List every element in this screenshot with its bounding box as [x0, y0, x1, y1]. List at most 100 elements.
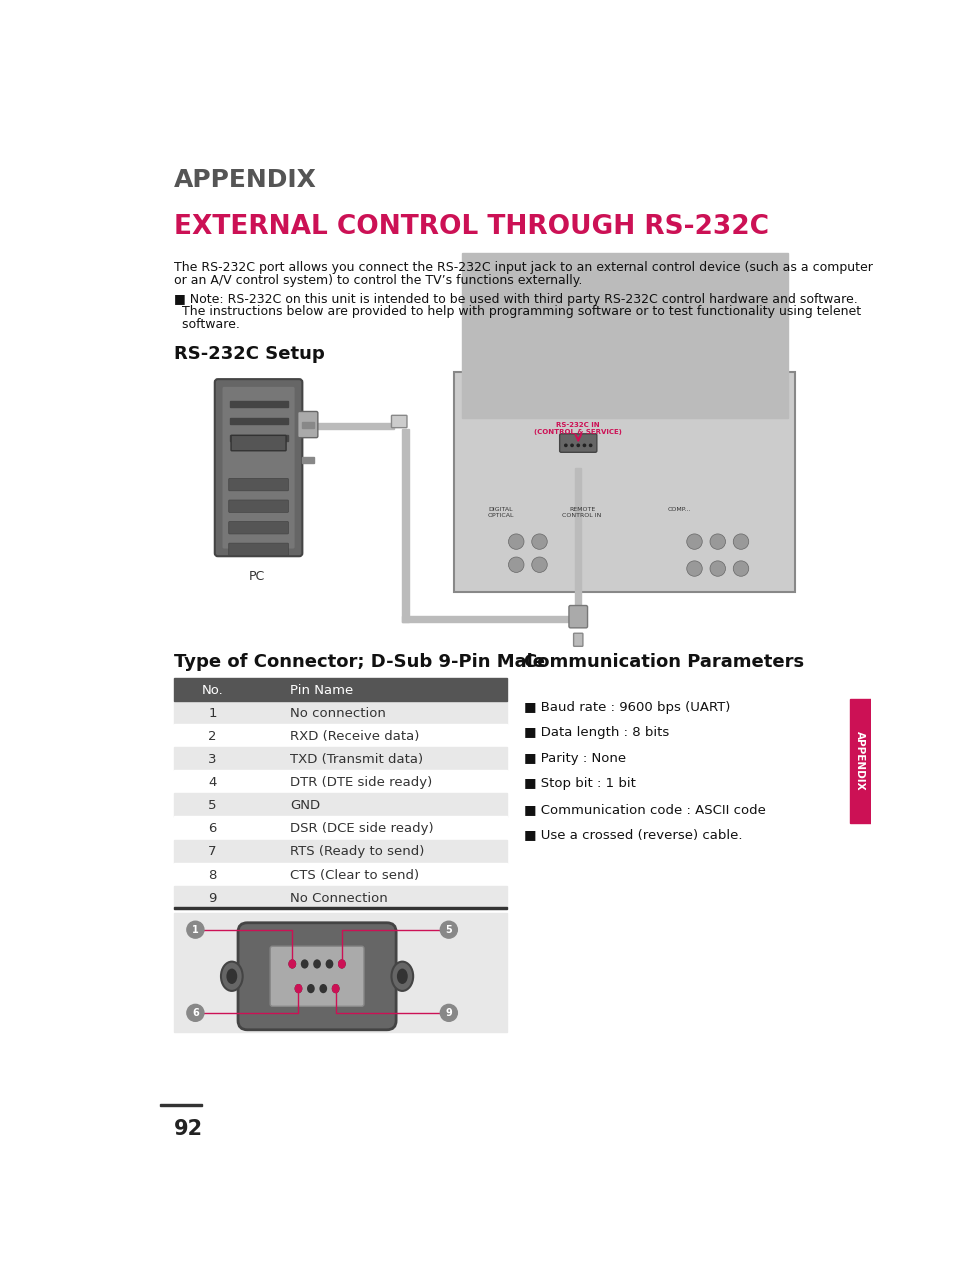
Circle shape	[531, 558, 547, 573]
Bar	[575, 467, 582, 607]
Bar	[173, 747, 507, 770]
Text: CTS (Clear to send): CTS (Clear to send)	[290, 868, 419, 881]
Text: DSR (DCE side ready): DSR (DCE side ready)	[290, 822, 434, 835]
FancyBboxPatch shape	[228, 522, 288, 533]
Circle shape	[590, 444, 591, 447]
Bar	[173, 701, 507, 724]
Circle shape	[733, 533, 749, 550]
FancyBboxPatch shape	[228, 544, 288, 555]
Text: APPENDIX: APPENDIX	[173, 168, 317, 192]
Bar	[160, 1105, 202, 1106]
Text: 1: 1	[208, 707, 217, 719]
Ellipse shape	[325, 960, 333, 969]
Text: 9: 9	[445, 1008, 452, 1018]
Bar	[462, 253, 788, 419]
Circle shape	[710, 561, 725, 577]
Bar	[173, 816, 507, 840]
Text: 7: 7	[208, 845, 217, 858]
Text: 1: 1	[192, 924, 198, 934]
Circle shape	[710, 533, 725, 550]
Bar	[173, 793, 507, 816]
Bar	[850, 699, 871, 822]
Circle shape	[187, 1004, 204, 1021]
Ellipse shape	[288, 960, 296, 969]
Text: 5: 5	[208, 799, 217, 812]
Text: ■ Parity : None: ■ Parity : None	[524, 752, 626, 765]
Bar	[229, 434, 287, 440]
Text: ■ Data length : 8 bits: ■ Data length : 8 bits	[524, 727, 669, 740]
Text: PC: PC	[249, 570, 265, 583]
Circle shape	[733, 561, 749, 577]
Bar	[403, 616, 578, 622]
FancyBboxPatch shape	[560, 434, 597, 452]
Ellipse shape	[332, 984, 340, 993]
Ellipse shape	[338, 960, 346, 969]
Circle shape	[187, 922, 204, 938]
Circle shape	[577, 444, 580, 447]
FancyBboxPatch shape	[391, 415, 407, 428]
Circle shape	[584, 444, 586, 447]
Text: 92: 92	[173, 1119, 203, 1139]
Circle shape	[686, 533, 702, 550]
Ellipse shape	[332, 984, 340, 993]
Ellipse shape	[397, 969, 408, 984]
FancyBboxPatch shape	[228, 500, 288, 512]
Text: No Connection: No Connection	[290, 891, 388, 905]
Text: The instructions below are provided to help with programming software or to test: The instructions below are provided to h…	[173, 306, 861, 318]
FancyBboxPatch shape	[223, 387, 294, 549]
Text: ■ Stop bit : 1 bit: ■ Stop bit : 1 bit	[524, 778, 636, 791]
Text: 5: 5	[445, 924, 452, 934]
Text: 8: 8	[208, 868, 217, 881]
Bar	[403, 429, 408, 622]
Ellipse shape	[301, 960, 309, 969]
Circle shape	[571, 444, 573, 447]
Text: ■ Use a crossed (reverse) cable.: ■ Use a crossed (reverse) cable.	[524, 827, 742, 841]
Bar	[229, 418, 287, 424]
Text: RTS (Ready to send): RTS (Ready to send)	[290, 845, 424, 858]
Text: ■ Baud rate : 9600 bps (UART): ■ Baud rate : 9600 bps (UART)	[524, 701, 731, 714]
Bar	[173, 770, 507, 793]
Text: 6: 6	[208, 822, 217, 835]
Text: Communication Parameters: Communication Parameters	[524, 653, 804, 671]
Text: APPENDIX: APPENDIX	[855, 731, 864, 791]
Ellipse shape	[391, 961, 413, 990]
Circle shape	[564, 444, 567, 447]
Circle shape	[508, 558, 524, 573]
Ellipse shape	[319, 984, 327, 993]
Text: 9: 9	[208, 891, 217, 905]
Bar	[173, 913, 507, 1032]
Text: RS-232C Setup: RS-232C Setup	[173, 345, 324, 363]
Text: No.: No.	[201, 684, 224, 696]
Text: DTR (DTE side ready): DTR (DTE side ready)	[290, 777, 432, 789]
Text: EXTERNAL CONTROL THROUGH RS-232C: EXTERNAL CONTROL THROUGH RS-232C	[173, 214, 769, 241]
Text: ■ Communication code : ASCII code: ■ Communication code : ASCII code	[524, 803, 766, 816]
Text: No connection: No connection	[290, 707, 386, 719]
Bar	[302, 457, 314, 463]
Ellipse shape	[307, 984, 315, 993]
Bar	[229, 401, 287, 407]
Text: 3: 3	[208, 754, 217, 766]
Bar	[302, 423, 314, 429]
Bar	[317, 423, 394, 429]
Text: RS-232C IN
(CONTROL & SERVICE): RS-232C IN (CONTROL & SERVICE)	[534, 423, 622, 435]
Bar	[173, 724, 507, 747]
Circle shape	[531, 533, 547, 550]
Bar	[173, 840, 507, 863]
Text: RXD (Receive data): RXD (Receive data)	[290, 729, 419, 743]
Text: Type of Connector; D-Sub 9-Pin Male: Type of Connector; D-Sub 9-Pin Male	[173, 653, 545, 671]
Text: 6: 6	[192, 1008, 198, 1018]
Circle shape	[686, 561, 702, 577]
FancyBboxPatch shape	[454, 372, 796, 592]
Bar	[173, 679, 507, 701]
Text: The RS-232C port allows you connect the RS-232C input jack to an external contro: The RS-232C port allows you connect the …	[173, 261, 872, 274]
Text: ■ Note: RS-232C on this unit is intended to be used with third party RS-232C con: ■ Note: RS-232C on this unit is intended…	[173, 293, 858, 306]
Ellipse shape	[314, 960, 321, 969]
Circle shape	[440, 1004, 457, 1021]
Ellipse shape	[294, 984, 302, 993]
Bar	[173, 863, 507, 886]
Text: software.: software.	[173, 317, 239, 331]
FancyBboxPatch shape	[270, 946, 364, 1006]
Bar	[173, 1150, 507, 1152]
Text: COMP...: COMP...	[667, 507, 691, 512]
FancyBboxPatch shape	[231, 435, 287, 451]
